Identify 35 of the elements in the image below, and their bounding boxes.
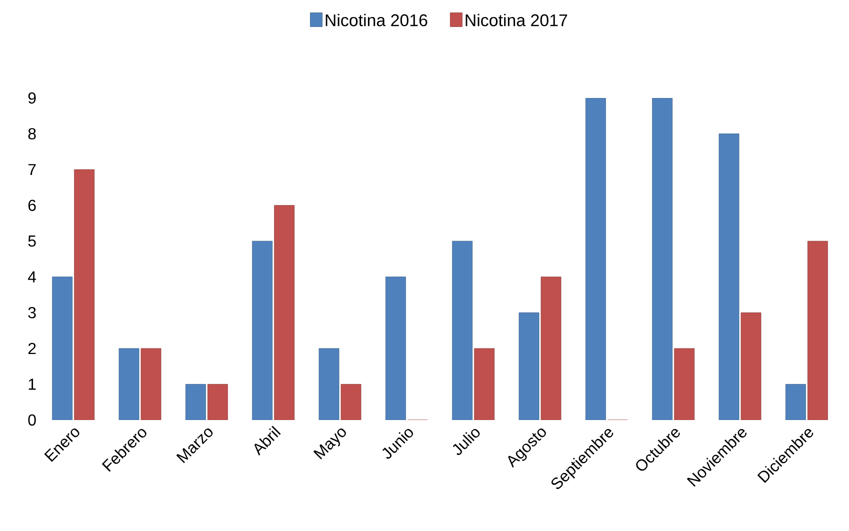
bar: [118, 348, 140, 420]
legend-label: Nicotina 2017: [466, 14, 568, 26]
y-tick-label: 1: [28, 378, 36, 390]
bar: [585, 98, 606, 420]
bar: [52, 276, 73, 420]
y-tick-label: 8: [28, 128, 36, 140]
bar: [674, 348, 695, 420]
bar: [185, 384, 206, 420]
y-tick-label: 4: [28, 271, 36, 282]
y-tick-label: 7: [28, 164, 36, 176]
x-tick-label: Julio: [452, 428, 480, 455]
bar: [207, 384, 228, 420]
bar: [785, 384, 806, 420]
bar: [540, 276, 562, 420]
bar: [452, 240, 473, 420]
bar: [274, 205, 295, 420]
bar: [385, 276, 406, 420]
bar: [140, 348, 162, 420]
bar: [807, 240, 828, 420]
y-tick-label: 6: [28, 200, 36, 211]
y-tick-label: 9: [28, 92, 36, 104]
bar: [74, 169, 95, 420]
bar: [718, 134, 740, 420]
y-tick-label: 2: [28, 342, 36, 354]
bar: [474, 348, 495, 420]
y-tick-label: 5: [28, 236, 36, 247]
bar: [318, 348, 340, 420]
bar: [340, 384, 362, 420]
bar: [518, 312, 540, 420]
bar: [652, 98, 673, 420]
y-tick-label: 0: [28, 414, 36, 426]
y-tick-label: 3: [28, 307, 36, 318]
legend-label: Nicotina 2016: [326, 14, 428, 26]
bar: [252, 240, 273, 420]
bar: [740, 312, 762, 420]
